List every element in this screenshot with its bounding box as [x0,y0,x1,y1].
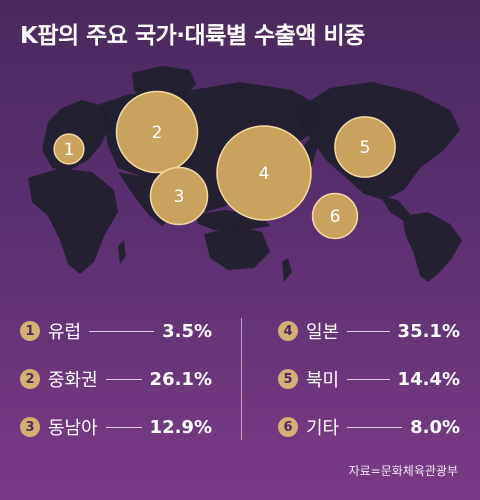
bubble-1 [53,133,85,165]
legend-value: 35.1% [397,320,460,342]
legend-divider [241,318,242,440]
bubble-6 [311,192,359,240]
legend-leader-line [105,378,142,380]
land-madagascar [118,240,126,264]
land-new-zealand [282,258,292,282]
legend-number-badge: 6 [278,417,298,437]
legend-value: 8.0% [410,416,460,438]
legend-number-badge: 2 [20,369,40,389]
bubble-2 [115,90,199,174]
legend-number-badge: 1 [20,321,40,341]
land-africa [28,168,118,274]
legend-item-4: 4 일본 35.1% [278,318,460,344]
land-central-america [380,196,410,220]
legend-number-badge: 4 [278,321,298,341]
legend-value: 26.1% [149,368,212,390]
land-australia [204,226,270,270]
bubble-label-4: 4 [259,164,270,184]
legend-value: 12.9% [149,416,212,438]
bubble-label-2: 2 [152,123,163,143]
bubble-label-6: 6 [330,207,341,227]
legend-leader-line [89,330,155,332]
legend-region-name: 일본 [306,322,340,343]
legend-leader-line [347,330,390,332]
legend-value: 14.4% [397,368,460,390]
bubble-label-1: 1 [64,140,75,160]
legend-region-name: 중화권 [48,370,98,391]
legend-item-3: 3 동남아 12.9% [20,414,212,440]
bubble-3 [149,166,209,226]
legend-item-2: 2 중화권 26.1% [20,366,212,392]
legend-region-name: 기타 [306,418,340,439]
chart-title: K팝의 주요 국가·대륙별 수출액 비중 [20,23,365,49]
legend-leader-line [105,426,142,428]
land-south-america [402,212,462,282]
bubble-4 [216,125,312,221]
legend-number-badge: 3 [20,417,40,437]
legend-region-name: 유럽 [48,322,82,343]
legend-item-5: 5 북미 14.4% [278,366,460,392]
legend-region-name: 북미 [306,370,340,391]
bubble-label-5: 5 [360,138,371,158]
legend-number-badge: 5 [278,369,298,389]
legend-value: 3.5% [162,320,212,342]
bubble-label-3: 3 [174,187,185,207]
bubble-5 [334,116,396,178]
world-map: 1 2 3 4 5 6 [28,66,462,282]
legend-item-6: 6 기타 8.0% [278,414,460,440]
bubble-layer: 1 2 3 4 5 6 [53,90,396,240]
source-note: 자료=문화체육관광부 [348,464,458,478]
legend-leader-line [347,378,390,380]
legend-region-name: 동남아 [48,418,98,439]
legend-item-1: 1 유럽 3.5% [20,318,212,344]
legend-leader-line [347,426,403,428]
